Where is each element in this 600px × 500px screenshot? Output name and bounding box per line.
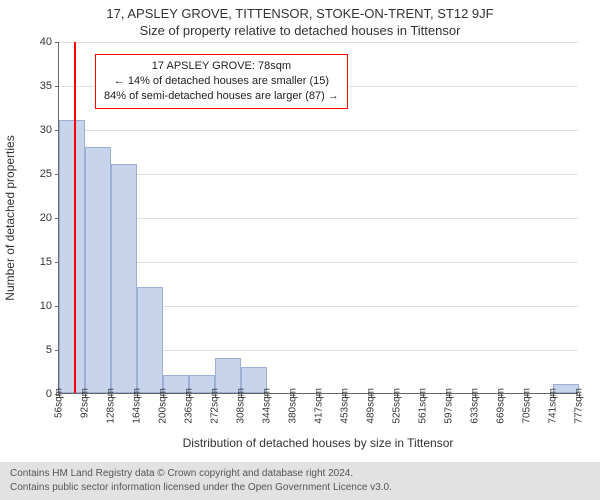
annotation-line-2: ← 14% of detached houses are smaller (15… bbox=[104, 74, 339, 89]
annotation-line-3: 84% of semi-detached houses are larger (… bbox=[104, 89, 339, 104]
x-axis-label: Distribution of detached houses by size … bbox=[58, 436, 578, 450]
histogram-bar bbox=[137, 287, 163, 393]
xtick-label: 669sqm bbox=[496, 388, 507, 424]
ytick-label: 20 bbox=[12, 212, 52, 224]
xtick-label: 56sqm bbox=[54, 388, 65, 418]
footer-line-2: Contains public sector information licen… bbox=[10, 481, 590, 495]
histogram-bar bbox=[85, 147, 111, 393]
footer-line-1: Contains HM Land Registry data © Crown c… bbox=[10, 467, 590, 481]
xtick-label: 380sqm bbox=[288, 388, 299, 424]
xtick-label: 200sqm bbox=[158, 388, 169, 424]
xtick-label: 489sqm bbox=[366, 388, 377, 424]
histogram-bar bbox=[111, 164, 137, 393]
xtick-label: 633sqm bbox=[470, 388, 481, 424]
xtick-label: 561sqm bbox=[418, 388, 429, 424]
ytick-label: 10 bbox=[12, 300, 52, 312]
ytick-mark bbox=[55, 42, 59, 43]
xtick-label: 453sqm bbox=[340, 388, 351, 424]
xtick-label: 308sqm bbox=[236, 388, 247, 424]
ytick-label: 15 bbox=[12, 256, 52, 268]
footer: Contains HM Land Registry data © Crown c… bbox=[0, 462, 600, 500]
xtick-label: 272sqm bbox=[210, 388, 221, 424]
xtick-label: 777sqm bbox=[574, 388, 585, 424]
xtick-label: 741sqm bbox=[548, 388, 559, 424]
chart-container: 17, APSLEY GROVE, TITTENSOR, STOKE-ON-TR… bbox=[0, 0, 600, 500]
xtick-label: 164sqm bbox=[132, 388, 143, 424]
annotation-box: 17 APSLEY GROVE: 78sqm ← 14% of detached… bbox=[95, 54, 348, 109]
plot-area: 17 APSLEY GROVE: 78sqm ← 14% of detached… bbox=[58, 42, 578, 394]
plot-wrap: Number of detached properties 17 APSLEY … bbox=[58, 42, 578, 394]
xtick-label: 417sqm bbox=[314, 388, 325, 424]
xtick-label: 525sqm bbox=[392, 388, 403, 424]
chart-title-2: Size of property relative to detached ho… bbox=[0, 21, 600, 38]
xtick-label: 92sqm bbox=[80, 388, 91, 418]
marker-line bbox=[74, 42, 76, 393]
chart-title-1: 17, APSLEY GROVE, TITTENSOR, STOKE-ON-TR… bbox=[0, 0, 600, 21]
xtick-label: 128sqm bbox=[106, 388, 117, 424]
xtick-label: 597sqm bbox=[444, 388, 455, 424]
ytick-label: 30 bbox=[12, 124, 52, 136]
grid-line bbox=[59, 130, 578, 131]
grid-line bbox=[59, 42, 578, 43]
ytick-label: 5 bbox=[12, 344, 52, 356]
xtick-label: 705sqm bbox=[522, 388, 533, 424]
xtick-label: 344sqm bbox=[262, 388, 273, 424]
ytick-label: 25 bbox=[12, 168, 52, 180]
ytick-label: 35 bbox=[12, 80, 52, 92]
ytick-mark bbox=[55, 86, 59, 87]
ytick-label: 40 bbox=[12, 36, 52, 48]
ytick-label: 0 bbox=[12, 388, 52, 400]
annotation-line-1: 17 APSLEY GROVE: 78sqm bbox=[104, 59, 339, 74]
xtick-label: 236sqm bbox=[184, 388, 195, 424]
histogram-bar bbox=[59, 120, 85, 393]
